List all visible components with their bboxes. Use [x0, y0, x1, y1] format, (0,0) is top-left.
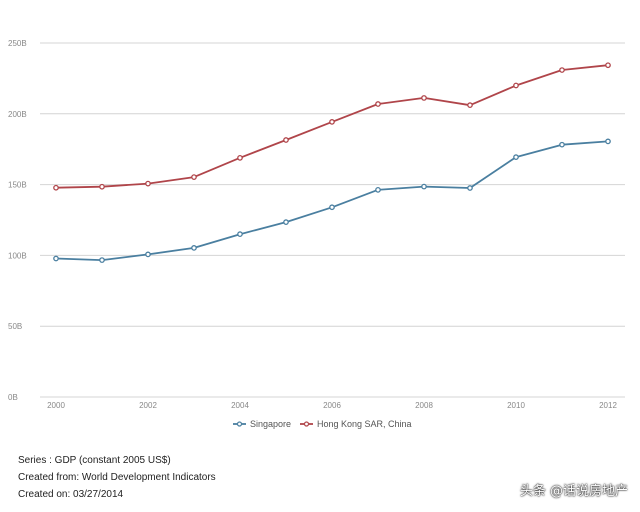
grid-lines	[40, 42, 625, 398]
legend-marker	[303, 421, 310, 427]
data-point	[467, 185, 473, 191]
x-tick-label: 2010	[507, 401, 525, 410]
data-point	[145, 251, 151, 258]
data-point	[467, 102, 473, 109]
data-point	[329, 119, 335, 125]
data-point	[559, 141, 565, 148]
series-line	[55, 140, 609, 262]
data-point	[99, 183, 105, 190]
x-tick-label: 2004	[231, 401, 249, 410]
y-tick-label: 0B	[8, 393, 18, 402]
source-caption: Created from: World Development Indicato…	[18, 472, 216, 483]
data-point	[145, 180, 151, 187]
x-axis-ticks: 2000 2002 2004 2006 2008 2010 2012	[47, 401, 617, 410]
legend-label: Hong Kong SAR, China	[317, 419, 412, 429]
watermark-text: 头条 @话说房地产	[519, 484, 628, 499]
series-line	[55, 64, 609, 189]
y-tick-label: 200B	[8, 110, 27, 119]
data-point	[375, 101, 381, 107]
data-point	[329, 204, 335, 211]
data-point	[421, 95, 427, 101]
legend-marker	[236, 421, 243, 427]
x-tick-label: 2006	[323, 401, 341, 410]
data-point	[191, 245, 197, 251]
series-1	[53, 62, 611, 191]
y-tick-label: 50B	[8, 322, 22, 331]
x-tick-label: 2008	[415, 401, 433, 410]
data-point	[513, 154, 519, 160]
data-point	[237, 231, 243, 238]
data-point	[605, 138, 611, 145]
series-caption: Series : GDP (constant 2005 US$)	[18, 455, 171, 466]
data-point	[421, 183, 427, 190]
data-point	[99, 257, 105, 263]
data-point	[237, 154, 243, 161]
data-point	[605, 62, 611, 69]
series-lines	[53, 62, 611, 263]
data-point	[513, 82, 519, 89]
x-tick-label: 2012	[599, 401, 617, 410]
data-point	[191, 174, 197, 180]
data-point	[559, 67, 565, 73]
y-tick-label: 250B	[8, 39, 27, 48]
y-tick-label: 150B	[8, 181, 27, 190]
legend-label: Singapore	[250, 419, 291, 429]
legend: Singapore Hong Kong SAR, China	[233, 419, 412, 429]
data-point	[375, 186, 381, 193]
data-point	[283, 137, 289, 143]
x-tick-label: 2002	[139, 401, 157, 410]
x-tick-label: 2000	[47, 401, 65, 410]
y-axis-ticks: 0B 50B 100B 150B 200B 250B	[8, 39, 27, 402]
y-tick-label: 100B	[8, 251, 27, 260]
series-0	[53, 138, 611, 263]
data-point	[53, 184, 59, 191]
data-point	[283, 219, 289, 225]
data-point	[53, 255, 59, 262]
date-caption: Created on: 03/27/2014	[18, 489, 124, 500]
